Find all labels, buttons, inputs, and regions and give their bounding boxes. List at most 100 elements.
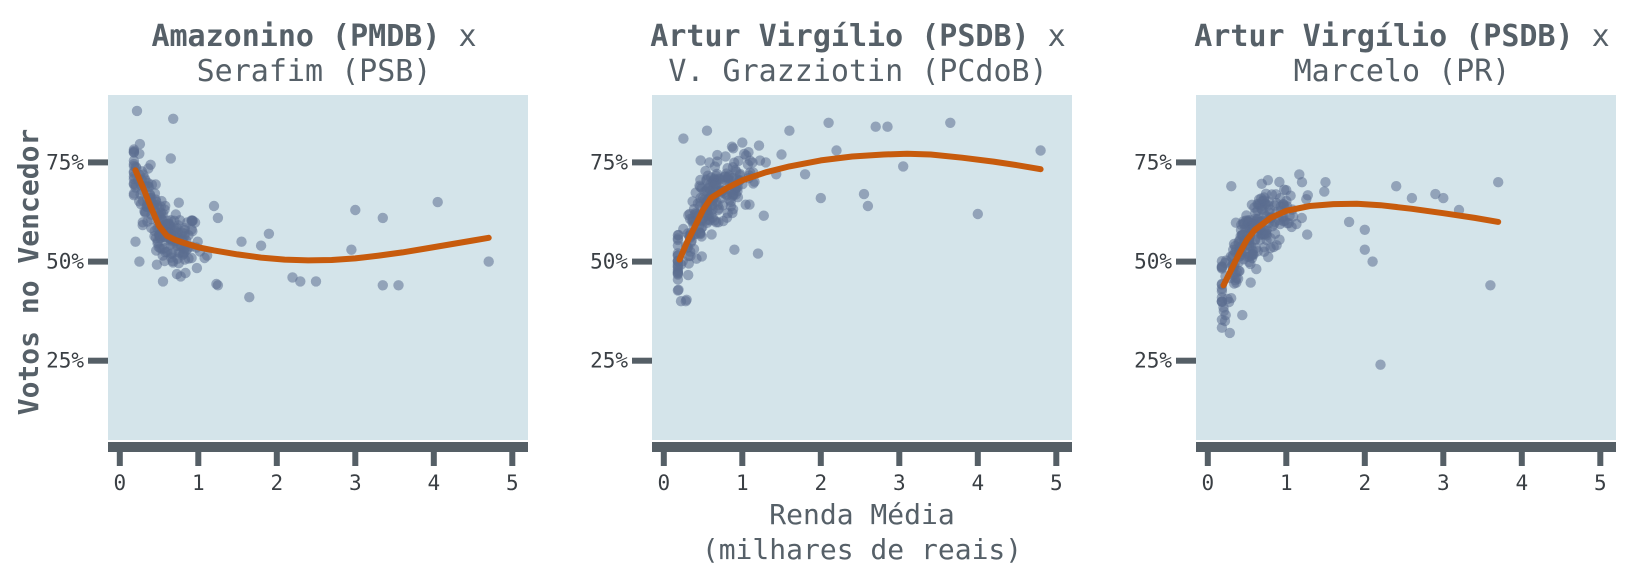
panel-title-line1: Artur Virgílio (PSDB) x [650, 19, 1065, 54]
data-point [752, 248, 764, 259]
x-tick [1597, 452, 1604, 466]
data-point [134, 256, 145, 267]
y-tick [632, 357, 652, 364]
y-axis-label: Votos no Vencedor [12, 129, 45, 416]
x-tick [1053, 452, 1060, 466]
data-point [753, 140, 765, 151]
data-point [683, 269, 694, 281]
data-point [139, 207, 151, 218]
data-point [683, 258, 694, 269]
panel-title-line2: Marcelo (PR) [1294, 54, 1511, 89]
x-axis-line [652, 442, 1072, 452]
data-point [735, 168, 746, 180]
data-point [1237, 309, 1248, 321]
data-point [1274, 176, 1285, 188]
data-point [1222, 293, 1233, 305]
x-tick [1440, 452, 1447, 466]
data-point [130, 236, 141, 247]
data-point [135, 199, 147, 210]
data-point [377, 212, 388, 224]
data-point [1229, 241, 1241, 252]
x-tick-label: 2 [1358, 471, 1371, 495]
y-tick-label: 50% [590, 250, 628, 274]
data-point [1274, 234, 1285, 245]
data-point [1281, 185, 1292, 196]
data-point [737, 137, 748, 148]
x-tick-label: 2 [270, 471, 283, 495]
data-point [898, 161, 909, 172]
data-point [212, 280, 224, 291]
data-point [678, 133, 689, 144]
data-point [1302, 229, 1313, 240]
y-tick [88, 258, 108, 265]
data-point [799, 169, 811, 180]
fit-curve [1220, 200, 1502, 289]
x-axis-line [108, 442, 528, 452]
panel-title-line2: V. Grazziotin (PCdoB) [668, 54, 1047, 89]
y-tick-label: 50% [1134, 250, 1172, 274]
data-point [720, 151, 731, 162]
data-point [295, 276, 306, 287]
data-point [130, 182, 141, 193]
data-point [1245, 277, 1256, 288]
x-tick [1204, 452, 1211, 466]
data-point [131, 105, 143, 117]
y-tick [88, 159, 108, 166]
x-tick [1283, 452, 1290, 466]
data-point [186, 215, 197, 226]
data-point [1216, 262, 1228, 273]
panel-title-line1: Amazonino (PMDB) x [151, 19, 476, 54]
data-point [1430, 188, 1441, 200]
panel-title-line2: Serafim (PSB) [197, 54, 432, 89]
data-point [695, 155, 706, 166]
panel-title-versus: x [1574, 19, 1610, 54]
data-point [725, 196, 736, 207]
x-axis-label-line2: (milhares de reais) [702, 533, 1022, 566]
x-tick-label: 0 [1201, 471, 1214, 495]
y-tick-label: 75% [1134, 150, 1172, 174]
data-point [1258, 195, 1270, 206]
fit-curve [676, 150, 1044, 263]
panel-title-versus: x [1030, 19, 1066, 54]
x-tick [739, 452, 746, 466]
x-tick [1518, 452, 1525, 466]
data-point [823, 117, 834, 128]
data-point [706, 229, 717, 240]
x-tick [273, 452, 280, 466]
data-point [1226, 181, 1237, 192]
data-point [151, 259, 163, 270]
data-point [153, 241, 164, 253]
data-point [701, 125, 713, 136]
y-tick-label: 50% [46, 250, 84, 274]
data-point [696, 251, 707, 262]
y-tick-label: 25% [1134, 349, 1172, 373]
y-tick-label: 25% [46, 349, 84, 373]
x-tick-label: 5 [1050, 471, 1063, 495]
data-point [784, 125, 795, 136]
data-point [346, 244, 357, 255]
data-point [740, 199, 751, 210]
data-point [1493, 177, 1504, 188]
x-tick-label: 4 [971, 471, 984, 495]
data-point [1241, 215, 1252, 226]
y-tick [1176, 159, 1196, 166]
panel-title-candidate-1: Artur Virgílio (PSDB) [650, 19, 1029, 54]
y-tick [88, 357, 108, 364]
x-tick-label: 1 [736, 471, 749, 495]
x-tick-label: 1 [1280, 471, 1293, 495]
x-tick-label: 5 [506, 471, 519, 495]
data-point [157, 276, 169, 287]
panel-2: Artur Virgílio (PSDB) xV. Grazziotin (PC… [590, 19, 1072, 495]
data-point [287, 272, 298, 283]
panel-title-versus: x [440, 19, 476, 54]
data-point [432, 196, 443, 208]
x-tick [430, 452, 437, 466]
x-axis-label-line1: Renda Média [769, 498, 954, 531]
data-point [672, 240, 684, 251]
data-point [1319, 186, 1330, 197]
data-point [1035, 145, 1046, 156]
panel-title-candidate-1: Amazonino (PMDB) [151, 19, 440, 54]
data-point [1218, 306, 1230, 317]
x-tick-label: 5 [1594, 471, 1607, 495]
